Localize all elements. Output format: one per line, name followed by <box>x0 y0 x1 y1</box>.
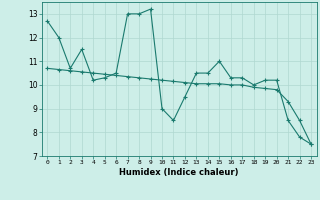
X-axis label: Humidex (Indice chaleur): Humidex (Indice chaleur) <box>119 168 239 177</box>
